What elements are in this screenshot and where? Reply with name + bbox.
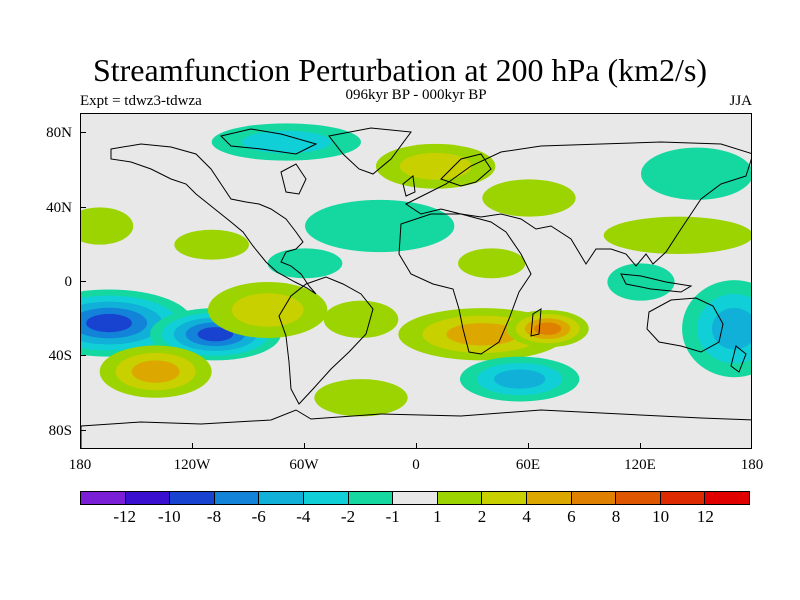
lat-label-40s: 40S	[48, 348, 72, 364]
colorbar-swatch	[526, 492, 572, 504]
contour-region	[482, 179, 576, 217]
colorbar-label: -12	[113, 507, 136, 526]
coast-antarctica	[81, 409, 751, 448]
coast-arctic-islands	[220, 128, 318, 155]
season-label: JJA	[729, 93, 752, 109]
colorbar-swatch	[259, 492, 304, 504]
colorbar-label: 8	[611, 507, 621, 526]
colorbar-swatch	[81, 492, 126, 504]
lon-label-180w: 180	[68, 457, 92, 473]
coast-madagascar	[530, 308, 542, 337]
contour-region	[197, 327, 234, 342]
chart-title: Streamfunction Perturbation at 200 hPa (…	[92, 52, 708, 88]
colorbar-swatch	[348, 492, 394, 504]
colorbar-swatch	[303, 492, 349, 504]
map-field	[81, 123, 751, 448]
colorbar-swatch	[170, 492, 215, 504]
colorbar-label: -2	[340, 507, 356, 526]
colorbar-swatch	[393, 492, 438, 504]
lon-tick	[304, 443, 305, 449]
contour-region	[267, 248, 343, 279]
colorbar-label: 12	[696, 507, 714, 526]
contour-region	[131, 360, 180, 383]
lon-label-120w: 120W	[173, 457, 211, 473]
contour-region	[711, 307, 751, 350]
colorbar-label: -6	[251, 507, 266, 526]
coast-new-zealand	[730, 345, 747, 373]
colorbar-label: -4	[296, 507, 311, 526]
lon-label-120e: 120E	[624, 457, 656, 473]
colorbar-swatch	[482, 492, 527, 504]
contour-region	[231, 293, 304, 327]
lon-tick	[192, 443, 193, 449]
experiment-label: Expt = tdwz3-tdwza	[80, 93, 202, 109]
colorbar-swatch	[571, 492, 617, 504]
contour-region	[533, 322, 562, 335]
lon-label-60e: 60E	[515, 457, 541, 473]
colorbar-swatch	[660, 492, 706, 504]
coast-africa	[398, 213, 532, 355]
lat-label-40n: 40N	[46, 200, 72, 216]
lat-tick	[80, 132, 86, 133]
lat-tick	[80, 430, 86, 431]
coast-hudson-bay	[280, 163, 307, 195]
contour-field	[81, 123, 751, 417]
lon-tick	[416, 443, 417, 449]
lon-tick	[528, 443, 529, 449]
coast-eurasia	[405, 141, 751, 267]
colorbar-label: -1	[385, 507, 400, 526]
lat-tick	[80, 281, 86, 282]
contour-region	[174, 229, 249, 260]
colorbar-label: 6	[567, 507, 576, 526]
lon-label-60w: 60W	[289, 457, 319, 473]
map-plot[interactable]	[80, 113, 752, 449]
colorbar-swatch	[616, 492, 661, 504]
contour-region	[458, 248, 526, 279]
coast-british-isles	[402, 175, 416, 197]
colorbar-swatch	[214, 492, 260, 504]
contour-region	[607, 263, 675, 301]
colorbar	[80, 491, 750, 505]
contour-region	[399, 152, 472, 180]
colorbar-swatch	[437, 492, 483, 504]
coast-south-america	[278, 276, 374, 405]
colorbar-swatch	[705, 492, 749, 504]
coast-scandinavia	[440, 153, 492, 187]
lon-label-0: 0	[412, 457, 420, 473]
lat-label-80s: 80S	[48, 423, 72, 439]
contour-region	[641, 147, 751, 200]
colorbar-label: 10	[652, 507, 670, 526]
coast-north-america	[110, 143, 317, 295]
coast-greenland	[328, 127, 412, 175]
lat-label-equator: 0	[64, 274, 73, 290]
coastlines	[81, 127, 751, 448]
colorbar-label: 2	[477, 507, 487, 526]
lat-label-80n: 80N	[46, 125, 72, 141]
contour-region	[494, 369, 546, 389]
colorbar-label: -8	[206, 507, 222, 526]
coast-australia	[646, 297, 724, 353]
lon-label-180e: 180	[740, 457, 764, 473]
contour-region	[86, 313, 132, 333]
colorbar-label: 4	[522, 507, 531, 526]
contour-region	[305, 199, 455, 253]
lon-tick	[640, 443, 641, 449]
contour-region	[241, 130, 332, 154]
colorbar-label: 1	[433, 507, 442, 526]
lat-tick	[80, 207, 86, 208]
contour-region	[314, 379, 408, 417]
coast-indonesia	[620, 273, 693, 293]
contour-region	[323, 300, 399, 338]
colorbar-label: -10	[157, 507, 181, 526]
contour-region	[603, 216, 751, 254]
colorbar-swatch	[125, 492, 171, 504]
period-label: 096kyr BP - 000kyr BP	[345, 87, 487, 103]
contour-region	[81, 207, 134, 245]
lat-tick	[80, 355, 86, 356]
